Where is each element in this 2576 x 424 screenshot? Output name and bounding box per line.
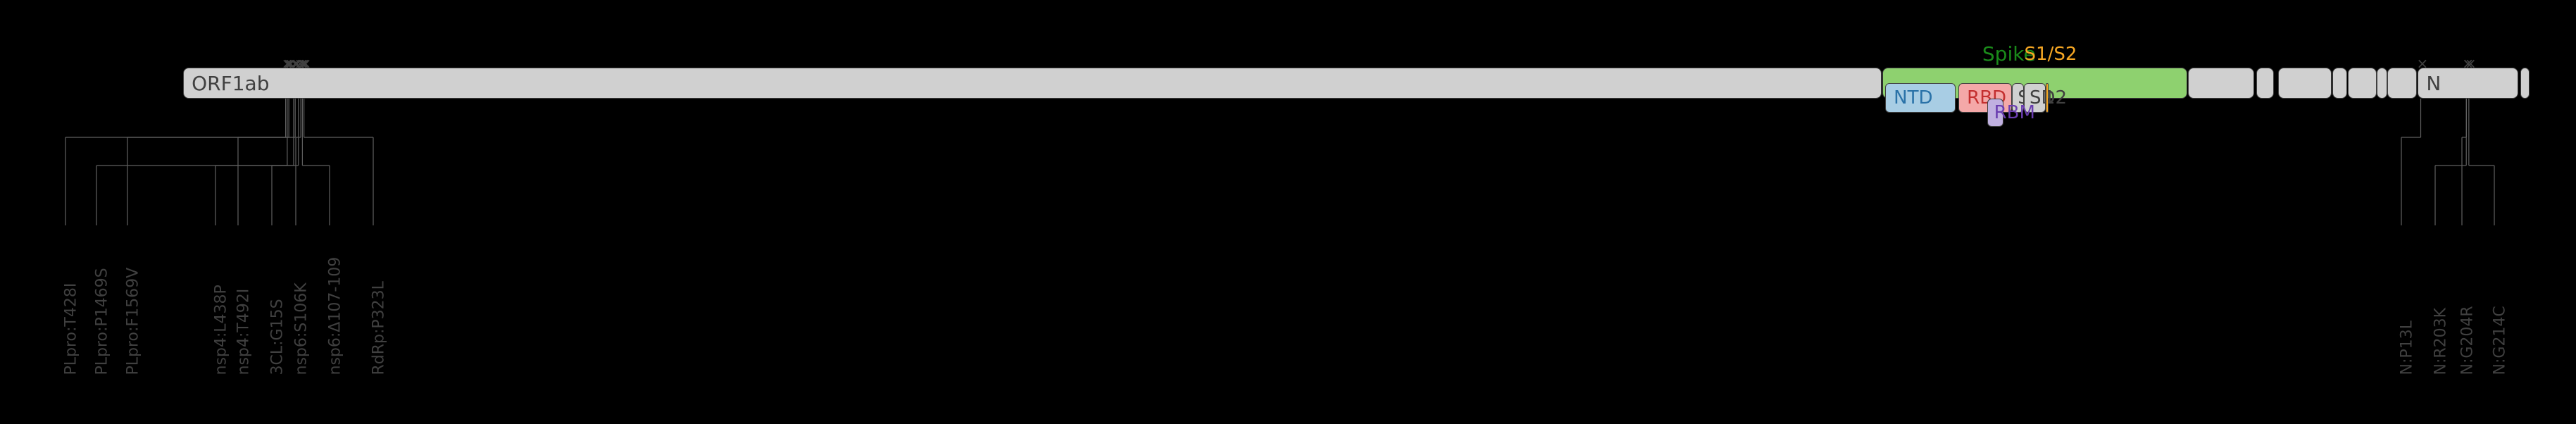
mutation-label: N:G214C [2491, 306, 2508, 375]
region-orf1ab [183, 68, 1882, 99]
mutation-marker: × [300, 55, 312, 72]
mutation-label: nsp4:T492I [235, 289, 252, 375]
region-m [2278, 68, 2332, 99]
mutation-label: N:G204R [2458, 306, 2476, 375]
mutation-marker: × [2417, 55, 2429, 72]
mutation-label: PLpro:P1469S [93, 268, 111, 375]
genome-diagram: ORF1abSpikeNNTDRBDSD1SD2S1/S2RBM×PLpro:T… [0, 0, 2576, 424]
region-orf7a [2348, 68, 2377, 99]
mutation-label: RdRp:P323L [370, 281, 387, 375]
region-orf8 [2387, 68, 2416, 99]
mutation-label: N:R203K [2432, 308, 2449, 375]
region-label-n: N [2426, 72, 2441, 95]
region-label-rbm: RBM [1994, 102, 2035, 123]
mutation-label: nsp4:L438P [212, 285, 230, 375]
mutation-label: nsp6:Δ107-109 [326, 257, 344, 375]
region-orf10 [2520, 68, 2530, 99]
region-orf7b [2377, 68, 2387, 99]
region-label-s1s2: S1/S2 [2025, 44, 2077, 65]
mutation-label: nsp6:S106K [292, 282, 310, 375]
region-label-ntd: NTD [1894, 87, 1932, 108]
region-label-orf1ab: ORF1ab [192, 72, 269, 95]
mutation-label: N:P13L [2398, 320, 2415, 375]
region-orf6 [2332, 68, 2347, 99]
region-e [2256, 68, 2275, 99]
region-s1s2 [2046, 83, 2049, 113]
mutation-label: 3CL:G15S [268, 299, 286, 375]
mutation-label: PLpro:T428I [62, 283, 80, 375]
mutation-label: PLpro:F1569V [124, 268, 142, 375]
region-orf3a [2188, 68, 2254, 99]
mutation-marker: × [2465, 55, 2477, 72]
